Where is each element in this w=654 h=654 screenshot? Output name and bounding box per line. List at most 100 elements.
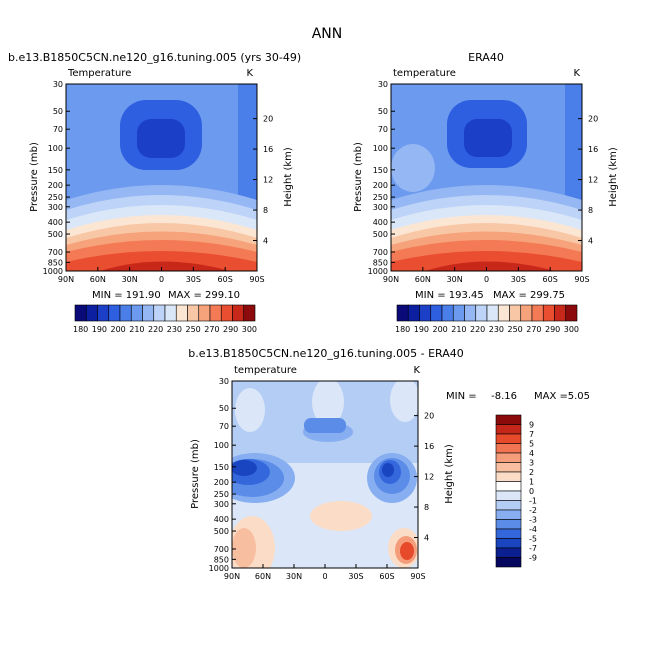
y-tick-label: 70: [53, 125, 63, 134]
colorbar-swatch: [495, 443, 522, 454]
panel-model-ylabel: Pressure (mb): [29, 142, 40, 212]
panel-obs-plot: [391, 84, 582, 271]
colorbar-label: 300: [564, 325, 579, 334]
y-tick-label: 250: [373, 193, 388, 202]
y-tick-label: 500: [214, 527, 229, 536]
panel-diff-ylabel-right: Height (km): [444, 444, 455, 504]
y-tick-label: 150: [373, 166, 388, 175]
colorbar-label: -4: [529, 525, 537, 534]
y-tick-label: 70: [219, 422, 229, 431]
colorbar-swatch: [565, 304, 578, 322]
panel-model-ylabel-right: Height (km): [283, 147, 294, 207]
colorbar-swatch: [495, 462, 522, 473]
colorbar-swatch: [220, 304, 233, 322]
colorbar-swatch: [243, 304, 256, 322]
y-tick-label: 200: [373, 181, 388, 190]
panel-diff-plot: [232, 381, 418, 568]
panel-diff-min-value: -8.16: [491, 391, 517, 402]
y-right-tick-label: 16: [263, 145, 273, 154]
colorbar-label: 210: [129, 325, 144, 334]
colorbar-label: 300: [242, 325, 257, 334]
colorbar-swatch: [495, 557, 522, 568]
y-right-tick-label: 4: [424, 534, 429, 543]
colorbar-label: -1: [529, 497, 537, 506]
x-tick-label: 0: [322, 572, 327, 581]
colorbar-label: 190: [414, 325, 429, 334]
colorbar-label: -2: [529, 506, 537, 515]
x-tick-label: 30N: [286, 572, 302, 581]
y-tick-label: 150: [214, 463, 229, 472]
colorbar-label: 270: [204, 325, 219, 334]
colorbar-swatch: [495, 547, 522, 558]
colorbar-label: 180: [395, 325, 410, 334]
x-tick-label: 30S: [186, 275, 201, 284]
colorbar-swatch: [495, 471, 522, 482]
colorbar-swatch: [407, 304, 420, 322]
y-tick-label: 850: [48, 258, 63, 267]
y-right-tick-label: 16: [588, 145, 598, 154]
colorbar-swatch: [430, 304, 443, 322]
colorbar-label: 290: [223, 325, 238, 334]
y-tick-label: 1000: [209, 564, 229, 573]
colorbar-swatch: [108, 304, 121, 322]
colorbar-swatch: [209, 304, 222, 322]
panel-model-min: MIN = 191.90: [92, 290, 161, 301]
x-tick-label: 60N: [255, 572, 271, 581]
y-right-tick-label: 4: [263, 237, 268, 246]
y-tick-label: 700: [48, 248, 63, 257]
y-tick-label: 100: [373, 144, 388, 153]
colorbar-swatch: [495, 452, 522, 463]
colorbar-swatch: [495, 509, 522, 520]
panel-diff-ylabel: Pressure (mb): [190, 439, 201, 509]
colorbar-label: 180: [73, 325, 88, 334]
colorbar-swatch: [495, 433, 522, 444]
y-tick-label: 50: [219, 404, 229, 413]
panel-diff-subtitle: temperature: [234, 365, 297, 376]
x-tick-label: 60N: [415, 275, 431, 284]
y-tick-label: 150: [48, 166, 63, 175]
x-tick-label: 0: [484, 275, 489, 284]
x-tick-label: 30N: [447, 275, 463, 284]
panel-model-subtitle: Temperature: [67, 68, 131, 79]
y-tick-label: 400: [214, 515, 229, 524]
y-tick-label: 30: [378, 80, 388, 89]
y-tick-label: 850: [214, 555, 229, 564]
colorbar-label: 250: [185, 325, 200, 334]
y-tick-label: 50: [53, 107, 63, 116]
colorbar-swatch: [495, 528, 522, 539]
y-tick-label: 700: [373, 248, 388, 257]
colorbar-swatch: [187, 304, 200, 322]
colorbar-swatch: [495, 481, 522, 492]
y-tick-label: 50: [378, 107, 388, 116]
panel-obs-ylabel: Pressure (mb): [353, 142, 364, 212]
colorbar-swatch: [441, 304, 454, 322]
colorbar-label: 190: [92, 325, 107, 334]
colorbar-label: 250: [507, 325, 522, 334]
y-tick-label: 300: [214, 500, 229, 509]
y-right-tick-label: 8: [424, 503, 429, 512]
colorbar-label: 5: [529, 440, 534, 449]
y-tick-label: 200: [48, 181, 63, 190]
colorbar-swatch: [74, 304, 87, 322]
panel-diff: b.e13.B1850C5CN.ne120_g16.tuning.005 - E…: [188, 347, 590, 581]
y-tick-label: 300: [373, 203, 388, 212]
x-tick-label: 60S: [543, 275, 558, 284]
colorbar-swatch: [531, 304, 544, 322]
colorbar-swatch: [175, 304, 188, 322]
colorbar-swatch: [97, 304, 110, 322]
colorbar-label: 210: [451, 325, 466, 334]
x-tick-label: 90N: [58, 275, 74, 284]
colorbar-swatch: [495, 490, 522, 501]
colorbar-swatch: [232, 304, 245, 322]
y-tick-label: 30: [219, 377, 229, 386]
y-right-tick-label: 20: [424, 412, 434, 421]
colorbar-label: 290: [545, 325, 560, 334]
panel-model-plot: [66, 84, 257, 271]
panel-obs-subtitle: temperature: [393, 68, 456, 79]
x-tick-label: 90S: [410, 572, 425, 581]
colorbar-swatch: [495, 519, 522, 530]
colorbar-swatch: [495, 538, 522, 549]
x-tick-label: 60N: [90, 275, 106, 284]
colorbar-swatch: [85, 304, 98, 322]
